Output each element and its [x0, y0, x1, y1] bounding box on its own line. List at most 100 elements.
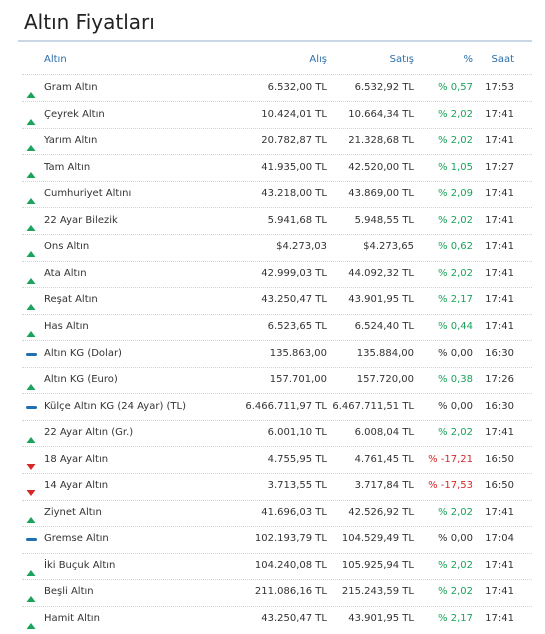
separator: [22, 472, 532, 474]
buy-cell: 43.250,47 TL: [261, 294, 327, 306]
time-cell: 17:53: [485, 82, 514, 93]
name-cell: Gram Altın: [44, 82, 98, 93]
change-cell: % 2,02: [438, 214, 473, 226]
name-cell: Altın KG (Euro): [44, 374, 118, 386]
separator: [22, 154, 532, 156]
time-cell: 17:41: [485, 108, 514, 120]
separator: [22, 101, 532, 103]
name-cell: Ziynet Altın: [44, 506, 102, 518]
trend-icon: [26, 190, 36, 205]
name-cell: Has Altın: [44, 320, 89, 332]
separator: [22, 605, 532, 607]
trend-icon: [26, 588, 36, 603]
buy-cell: 42.999,03 TL: [261, 267, 327, 279]
sell-cell: 4.761,45 TL: [354, 453, 414, 465]
change-cell: % 2,02: [438, 267, 473, 279]
column-header: Saat: [491, 54, 514, 65]
time-cell: 17:41: [485, 586, 514, 598]
trend-icon: [26, 482, 36, 497]
buy-cell: 6.466.711,97 TL: [245, 400, 327, 412]
sell-cell: 21.328,68 TL: [348, 135, 414, 147]
change-cell: % 0,44: [438, 320, 473, 332]
name-cell: Ons Altın: [44, 241, 90, 253]
trend-icon: [26, 562, 36, 576]
change-cell: % -17,53: [428, 480, 473, 492]
separator: [22, 393, 532, 395]
sell-cell: 42.520,00 TL: [348, 161, 414, 173]
trend-arrow: [26, 171, 36, 178]
buy-cell: 6.001,10 TL: [267, 427, 327, 439]
sell-cell: 157.720,00: [356, 374, 414, 386]
time-cell: 16:50: [485, 453, 514, 465]
change-cell: % 0,00: [438, 533, 473, 545]
trend-icon: [26, 456, 36, 470]
trend-arrow: [26, 277, 36, 284]
sell-cell: 3.717,84 TL: [354, 480, 414, 492]
separator: [22, 127, 532, 129]
time-cell: 16:50: [485, 480, 514, 492]
sell-cell: 42.526,92 TL: [348, 506, 414, 518]
time-cell: 17:41: [485, 506, 514, 518]
trend-icon: [26, 164, 36, 178]
trend-arrow: [26, 251, 36, 258]
trend-arrow: [26, 463, 36, 470]
separator: [22, 552, 532, 554]
buy-cell: 20.782,87 TL: [261, 135, 327, 147]
time-cell: 16:30: [485, 400, 514, 412]
name-cell: Reşat Altın: [44, 294, 98, 306]
separator: [22, 366, 532, 368]
trend-arrow: [26, 623, 36, 629]
buy-cell: 43.250,47 TL: [261, 613, 327, 624]
trend-icon: [26, 137, 36, 152]
change-cell: % 2,02: [438, 108, 473, 120]
separator: [22, 260, 532, 262]
name-cell: İki Buçuk Altın: [44, 559, 116, 571]
title-rule: [18, 40, 532, 42]
change-cell: % 0,57: [438, 82, 473, 93]
trend-icon: [26, 509, 36, 523]
buy-cell: 43.218,00 TL: [261, 188, 327, 200]
sell-cell: $4.273,65: [363, 241, 414, 253]
change-cell: % 2,02: [438, 506, 473, 518]
buy-cell: 5.941,68 TL: [267, 214, 327, 226]
time-cell: 17:41: [485, 320, 514, 332]
sell-cell: 10.664,34 TL: [348, 108, 414, 120]
sell-cell: 43.901,95 TL: [348, 294, 414, 306]
name-cell: Yarım Altın: [44, 135, 98, 147]
sell-cell: 6.008,04 TL: [354, 427, 414, 439]
trend-icon: [26, 243, 36, 258]
name-cell: Ata Altın: [44, 267, 87, 279]
change-cell: % 0,00: [438, 347, 473, 359]
name-cell: 14 Ayar Altın: [44, 480, 109, 492]
sell-cell: 104.529,49 TL: [341, 533, 414, 545]
trend-arrow: [26, 384, 36, 391]
trend-icon: [26, 270, 36, 284]
change-cell: % 2,02: [438, 586, 473, 598]
column-header: Altın: [44, 54, 67, 65]
sell-cell: 105.925,94 TL: [341, 559, 414, 571]
time-cell: 16:30: [485, 347, 514, 359]
trend-icon: [26, 323, 36, 337]
trend-icon: [26, 615, 36, 629]
change-cell: % 0,38: [438, 374, 473, 386]
sell-cell: 135.884,00: [356, 347, 414, 359]
time-cell: 17:41: [485, 188, 514, 200]
sell-cell: 215.243,59 TL: [341, 586, 414, 598]
buy-cell: 135.863,00: [269, 347, 327, 359]
time-cell: 17:41: [485, 241, 514, 253]
change-cell: % 0,00: [438, 400, 473, 412]
title: Altın Fiyatları: [24, 10, 155, 34]
separator: [22, 579, 532, 581]
name-cell: Külçe Altın KG (24 Ayar) (TL): [44, 400, 187, 412]
trend-icon: [26, 376, 36, 391]
time-cell: 17:41: [485, 214, 514, 226]
change-cell: % 2,02: [438, 135, 473, 147]
trend-arrow: [26, 198, 36, 205]
time-cell: 17:41: [485, 135, 514, 147]
separator: [22, 446, 532, 448]
column-header: Satış: [389, 54, 414, 65]
trend-arrow: [26, 516, 36, 523]
name-cell: 22 Ayar Altın (Gr.): [44, 427, 134, 439]
separator: [22, 499, 532, 501]
trend-icon: [26, 296, 36, 311]
